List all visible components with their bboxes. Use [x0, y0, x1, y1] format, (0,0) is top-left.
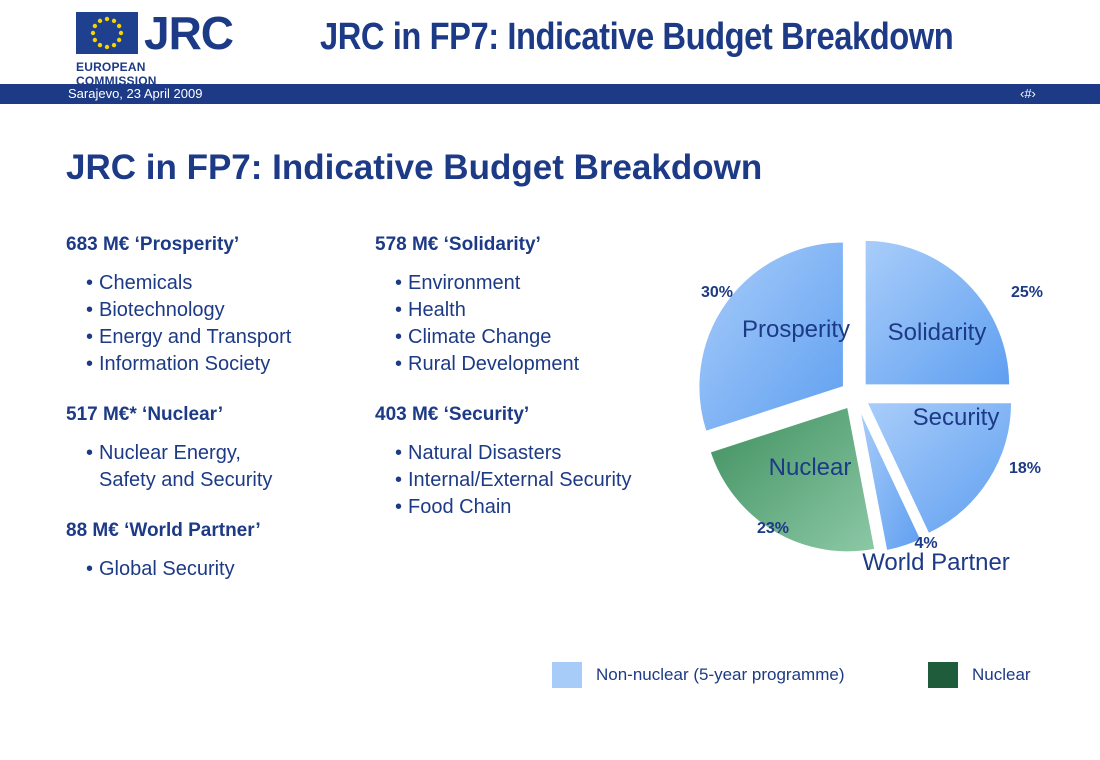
pie-slice-prosperity	[697, 241, 845, 433]
percent-label: 18%	[1009, 460, 1041, 477]
left-column: 683 M€ ‘Prosperity’ Chemicals Biotechnol…	[66, 232, 366, 583]
header-title: JRC in FP7: Indicative Budget Breakdown	[320, 16, 954, 58]
list-item-continuation: Safety and Security	[99, 469, 273, 491]
footer-date: Sarajevo, 23 April 2009	[68, 86, 203, 101]
legend-swatch-non-nuclear	[552, 662, 582, 688]
percent-label: 23%	[757, 520, 789, 537]
world-partner-list: Global Security	[66, 556, 366, 583]
slice-label-security: Security	[913, 404, 1000, 431]
list-item: Rural Development	[395, 351, 685, 378]
list-item: Biotechnology	[86, 297, 366, 324]
percent-label: 30%	[701, 284, 733, 301]
nuclear-list: Nuclear Energy,	[66, 440, 366, 467]
list-item: Nuclear Energy,	[86, 440, 366, 467]
list-item: Global Security	[86, 556, 366, 583]
percent-label: 25%	[1011, 284, 1043, 301]
list-item: Climate Change	[395, 324, 685, 351]
list-item: Food Chain	[395, 494, 685, 521]
group-heading-world-partner: 88 M€ ‘World Partner’	[66, 520, 261, 541]
list-item: Chemicals	[86, 270, 366, 297]
middle-column: 578 M€ ‘Solidarity’ Environment Health C…	[375, 232, 685, 521]
legend-swatch-nuclear	[928, 662, 958, 688]
page-title: JRC in FP7: Indicative Budget Breakdown	[66, 148, 763, 187]
pie-slice-solidarity	[864, 239, 1011, 386]
solidarity-list: Environment Health Climate Change Rural …	[375, 270, 685, 378]
list-item: Energy and Transport	[86, 324, 366, 351]
eu-flag-icon	[76, 12, 138, 54]
list-item: Internal/External Security	[395, 467, 685, 494]
slice-label-nuclear: Nuclear	[769, 454, 852, 481]
logo-jrc-text: JRC	[144, 7, 234, 59]
group-heading-solidarity: 578 M€ ‘Solidarity’	[375, 234, 541, 255]
percent-label: 4%	[914, 535, 937, 552]
pie-slice-security	[865, 401, 1013, 535]
legend-label-non-nuclear: Non-nuclear (5-year programme)	[596, 665, 845, 684]
list-item: Information Society	[86, 351, 366, 378]
header-band: Sarajevo, 23 April 2009 ‹#›	[0, 84, 1100, 104]
pie-slice-world-partner	[858, 407, 923, 552]
list-item: Natural Disasters	[395, 440, 685, 467]
page-number: ‹#›	[1020, 86, 1036, 101]
group-heading-nuclear: 517 M€* ‘Nuclear’	[66, 404, 224, 425]
security-list: Natural Disasters Internal/External Secu…	[375, 440, 685, 521]
legend-label-nuclear: Nuclear	[972, 665, 1031, 684]
slice-label-world-partner: World Partner	[862, 549, 1010, 576]
list-item: Health	[395, 297, 685, 324]
slice-label-solidarity: Solidarity	[888, 319, 987, 346]
jrc-logo: JRC EUROPEAN COMMISSION	[74, 7, 234, 88]
prosperity-list: Chemicals Biotechnology Energy and Trans…	[66, 270, 366, 378]
list-item: Environment	[395, 270, 685, 297]
group-heading-prosperity: 683 M€ ‘Prosperity’	[66, 234, 240, 255]
pie-slice-nuclear	[709, 406, 876, 553]
slice-label-prosperity: Prosperity	[742, 316, 850, 343]
group-heading-security: 403 M€ ‘Security’	[375, 404, 530, 425]
